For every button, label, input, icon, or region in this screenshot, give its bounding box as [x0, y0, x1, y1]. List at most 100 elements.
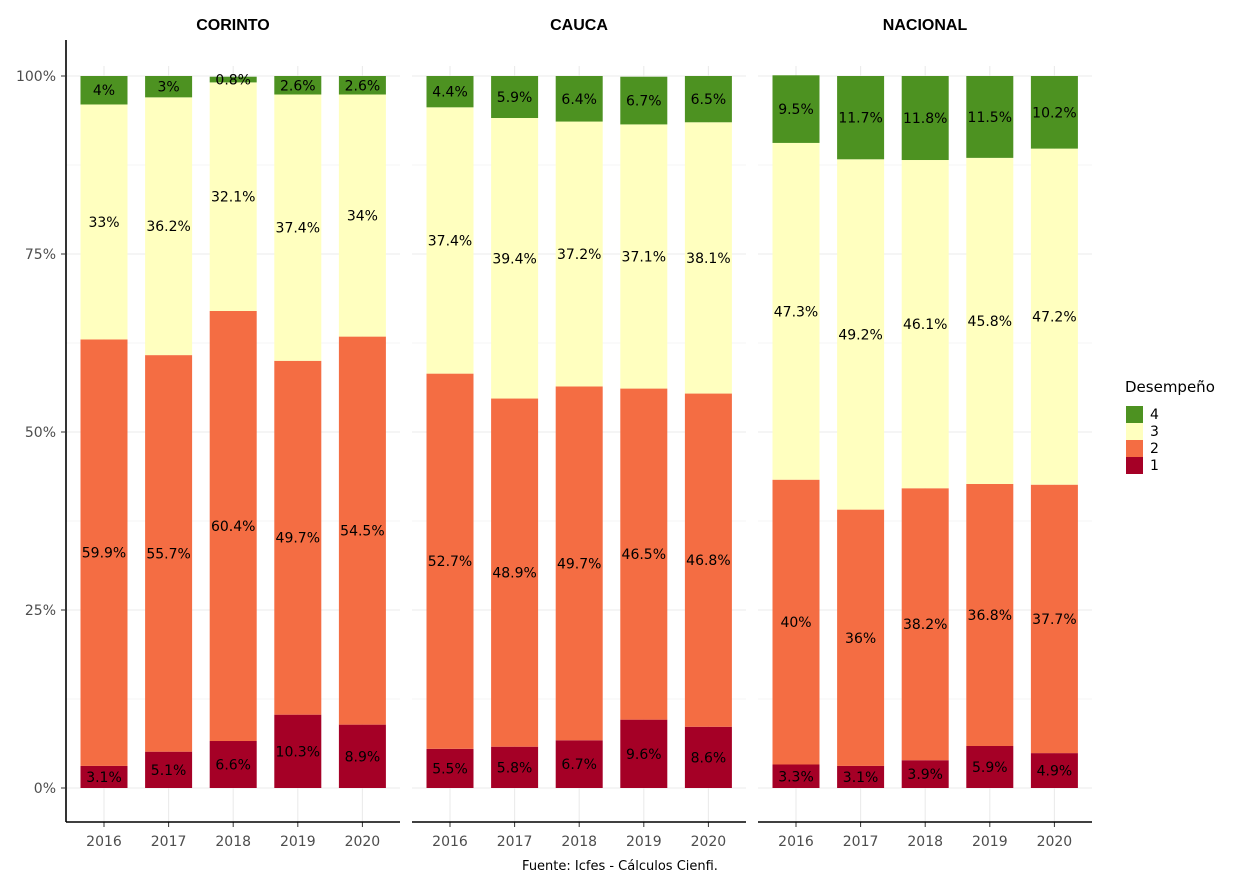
x-tick-label: 2018	[561, 834, 597, 850]
bar-segment	[684, 76, 732, 123]
bar-value-label: 38.1%	[686, 251, 730, 267]
bar-segment	[901, 76, 949, 161]
bar-segment	[837, 765, 885, 788]
bar-value-label: 40%	[780, 615, 811, 631]
bar-segment	[80, 339, 128, 766]
bar-value-label: 37.4%	[428, 233, 472, 249]
bar-segment	[966, 76, 1014, 158]
bar-segment	[491, 746, 539, 788]
x-tick-label: 2018	[907, 834, 943, 850]
bar-segment	[837, 76, 885, 160]
bar-value-label: 4.4%	[432, 85, 468, 101]
bar-value-label: 45.8%	[968, 314, 1012, 330]
bar-segment	[80, 104, 128, 340]
bar-value-label: 52.7%	[428, 554, 472, 570]
bar-segment	[274, 360, 322, 715]
bar-segment	[966, 483, 1014, 746]
bar-segment	[80, 76, 128, 105]
bar-value-label: 8.9%	[345, 749, 381, 765]
bar-value-label: 5.5%	[432, 761, 468, 777]
bar-value-label: 3.3%	[778, 769, 814, 785]
bar-value-label: 6.6%	[215, 758, 251, 774]
y-tick-label: 50%	[25, 425, 56, 441]
bar-segment	[620, 76, 668, 125]
bar-value-label: 6.4%	[561, 92, 597, 108]
bar-value-label: 37.2%	[557, 247, 601, 263]
bar-value-label: 46.1%	[903, 317, 947, 333]
x-tick-label: 2019	[626, 834, 662, 850]
legend-swatch	[1126, 423, 1143, 440]
bar-segment	[80, 765, 128, 788]
bar-segment	[209, 741, 257, 788]
bar-value-label: 3.1%	[843, 770, 879, 786]
bar-value-label: 34%	[347, 209, 378, 225]
bar-segment	[1030, 76, 1078, 149]
bar-segment	[145, 76, 193, 98]
bar-segment	[338, 94, 386, 337]
y-tick-label: 25%	[25, 603, 56, 619]
bar-segment	[426, 76, 474, 108]
bar-segment	[684, 122, 732, 394]
bar-value-label: 46.8%	[686, 553, 730, 569]
bar-value-label: 11.5%	[968, 110, 1012, 126]
bar-segment	[1030, 484, 1078, 754]
x-tick-label: 2019	[972, 834, 1008, 850]
x-tick-label: 2020	[691, 834, 727, 850]
bar-segment	[209, 310, 257, 742]
panel-title: CAUCA	[550, 17, 608, 34]
bar-value-label: 49.2%	[838, 327, 882, 343]
bar-value-label: 49.7%	[276, 531, 320, 547]
bar-value-label: 36.8%	[968, 608, 1012, 624]
bar-segment	[209, 82, 257, 311]
bar-value-label: 37.7%	[1032, 612, 1076, 628]
bar-segment	[209, 76, 257, 83]
bar-value-label: 5.9%	[972, 760, 1008, 776]
bar-value-label: 3.1%	[86, 770, 122, 786]
bar-value-label: 3.9%	[907, 767, 943, 783]
bar-segment	[274, 76, 322, 95]
y-tick-label: 100%	[16, 69, 56, 85]
bar-segment	[426, 107, 474, 374]
bar-segment	[772, 764, 820, 788]
bar-value-label: 48.9%	[492, 566, 536, 582]
bar-value-label: 47.2%	[1032, 310, 1076, 326]
bar-value-label: 55.7%	[146, 546, 190, 562]
bar-segment	[145, 97, 193, 356]
bar-value-label: 46.5%	[622, 547, 666, 563]
y-tick-label: 75%	[25, 247, 56, 263]
bar-segment	[491, 118, 539, 399]
bar-segment	[426, 748, 474, 788]
bar-value-label: 8.6%	[691, 750, 727, 766]
bar-segment	[966, 157, 1014, 484]
bar-segment	[491, 76, 539, 119]
bar-value-label: 0.8%	[215, 73, 251, 89]
panel-title: CORINTO	[196, 17, 269, 34]
bar-segment	[620, 124, 668, 389]
legend-label: 2	[1150, 441, 1159, 457]
x-tick-label: 2020	[345, 834, 381, 850]
bar-value-label: 33%	[88, 215, 119, 231]
bar-value-label: 10.3%	[276, 744, 320, 760]
bar-value-label: 4%	[93, 83, 115, 99]
legend-label: 1	[1150, 458, 1159, 474]
bar-segment	[684, 393, 732, 727]
x-tick-label: 2017	[151, 834, 187, 850]
bar-value-label: 36.2%	[146, 219, 190, 235]
bar-segment	[145, 355, 193, 752]
bar-segment	[491, 398, 539, 747]
caption: Fuente: Icfes - Cálculos Cienfi.	[522, 859, 718, 874]
x-tick-label: 2018	[215, 834, 251, 850]
bar-value-label: 2.6%	[345, 78, 381, 94]
bar-segment	[772, 479, 820, 765]
bar-value-label: 59.9%	[82, 546, 126, 562]
x-tick-label: 2020	[1037, 834, 1073, 850]
bar-value-label: 11.8%	[903, 111, 947, 127]
bar-value-label: 6.7%	[561, 757, 597, 773]
bar-segment	[901, 488, 949, 761]
bar-value-label: 60.4%	[211, 519, 255, 535]
bar-value-label: 5.1%	[151, 763, 187, 779]
bar-value-label: 9.5%	[778, 102, 814, 118]
bar-value-label: 10.2%	[1032, 105, 1076, 121]
